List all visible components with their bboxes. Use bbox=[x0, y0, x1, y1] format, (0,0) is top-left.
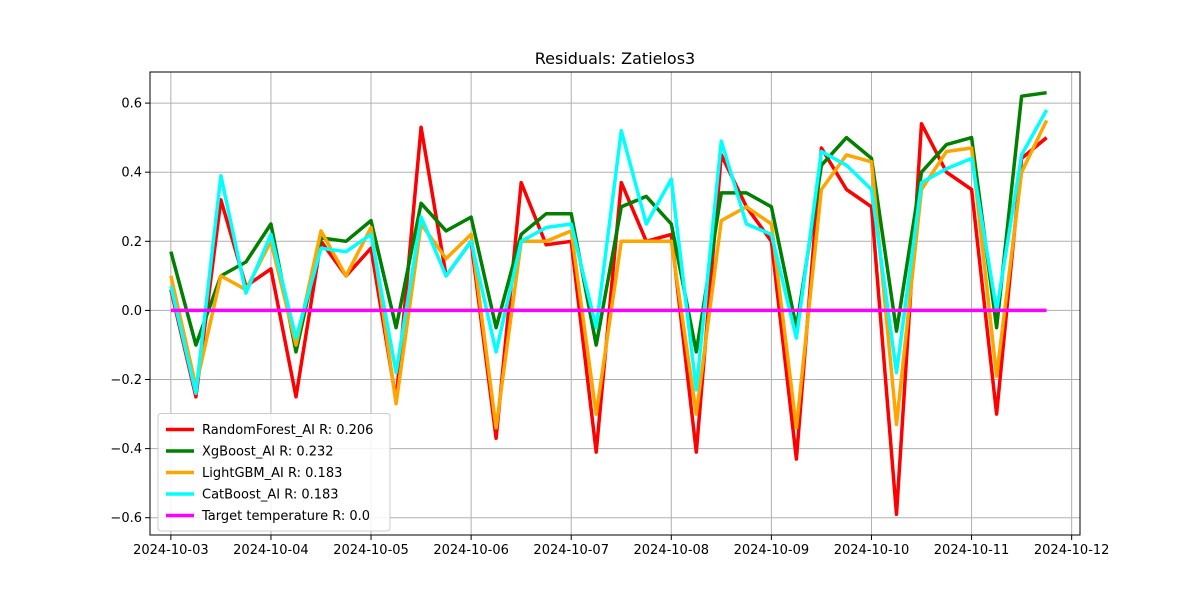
legend-label: LightGBM_AI R: 0.183 bbox=[202, 466, 342, 481]
legend-label: RandomForest_AI R: 0.206 bbox=[202, 423, 373, 438]
chart-title: Residuals: Zatielos3 bbox=[535, 49, 695, 68]
x-tick-label: 2024-10-12 bbox=[1034, 543, 1110, 558]
legend-label: Target temperature R: 0.0 bbox=[201, 509, 370, 524]
x-tick-label: 2024-10-07 bbox=[533, 543, 609, 558]
x-tick-label: 2024-10-03 bbox=[133, 543, 209, 558]
x-tick-label: 2024-10-08 bbox=[634, 543, 710, 558]
series-layer bbox=[169, 90, 1049, 517]
y-tick-label: 0.0 bbox=[121, 304, 142, 319]
y-tick-label: 0.2 bbox=[121, 235, 142, 250]
legend: RandomForest_AI R: 0.206 XgBoost_AI R: 0.… bbox=[157, 413, 391, 532]
y-tick-label: −0.6 bbox=[110, 511, 142, 526]
legend-box bbox=[157, 413, 391, 532]
legend-label: CatBoost_AI R: 0.183 bbox=[202, 488, 339, 503]
y-tick-label: 0.6 bbox=[121, 97, 142, 112]
x-tick-label: 2024-10-10 bbox=[834, 543, 910, 558]
y-tick-label: −0.2 bbox=[110, 373, 142, 388]
y-tick-label: −0.4 bbox=[110, 442, 142, 457]
y-tick-label: 0.4 bbox=[121, 166, 142, 181]
plot-frame bbox=[149, 71, 1081, 536]
x-tick-label: 2024-10-09 bbox=[734, 543, 810, 558]
series-line-2 bbox=[169, 119, 1049, 430]
series-line-3 bbox=[169, 109, 1049, 396]
x-tick-label: 2024-10-05 bbox=[333, 543, 409, 558]
x-tick-label: 2024-10-11 bbox=[934, 543, 1010, 558]
x-tick-label: 2024-10-06 bbox=[433, 543, 509, 558]
axes: 2024-10-03 2024-10-04 2024-10-05 2024-10-06… bbox=[110, 97, 1109, 558]
x-tick-label: 2024-10-04 bbox=[233, 543, 309, 558]
legend-label: XgBoost_AI R: 0.232 bbox=[202, 445, 334, 460]
